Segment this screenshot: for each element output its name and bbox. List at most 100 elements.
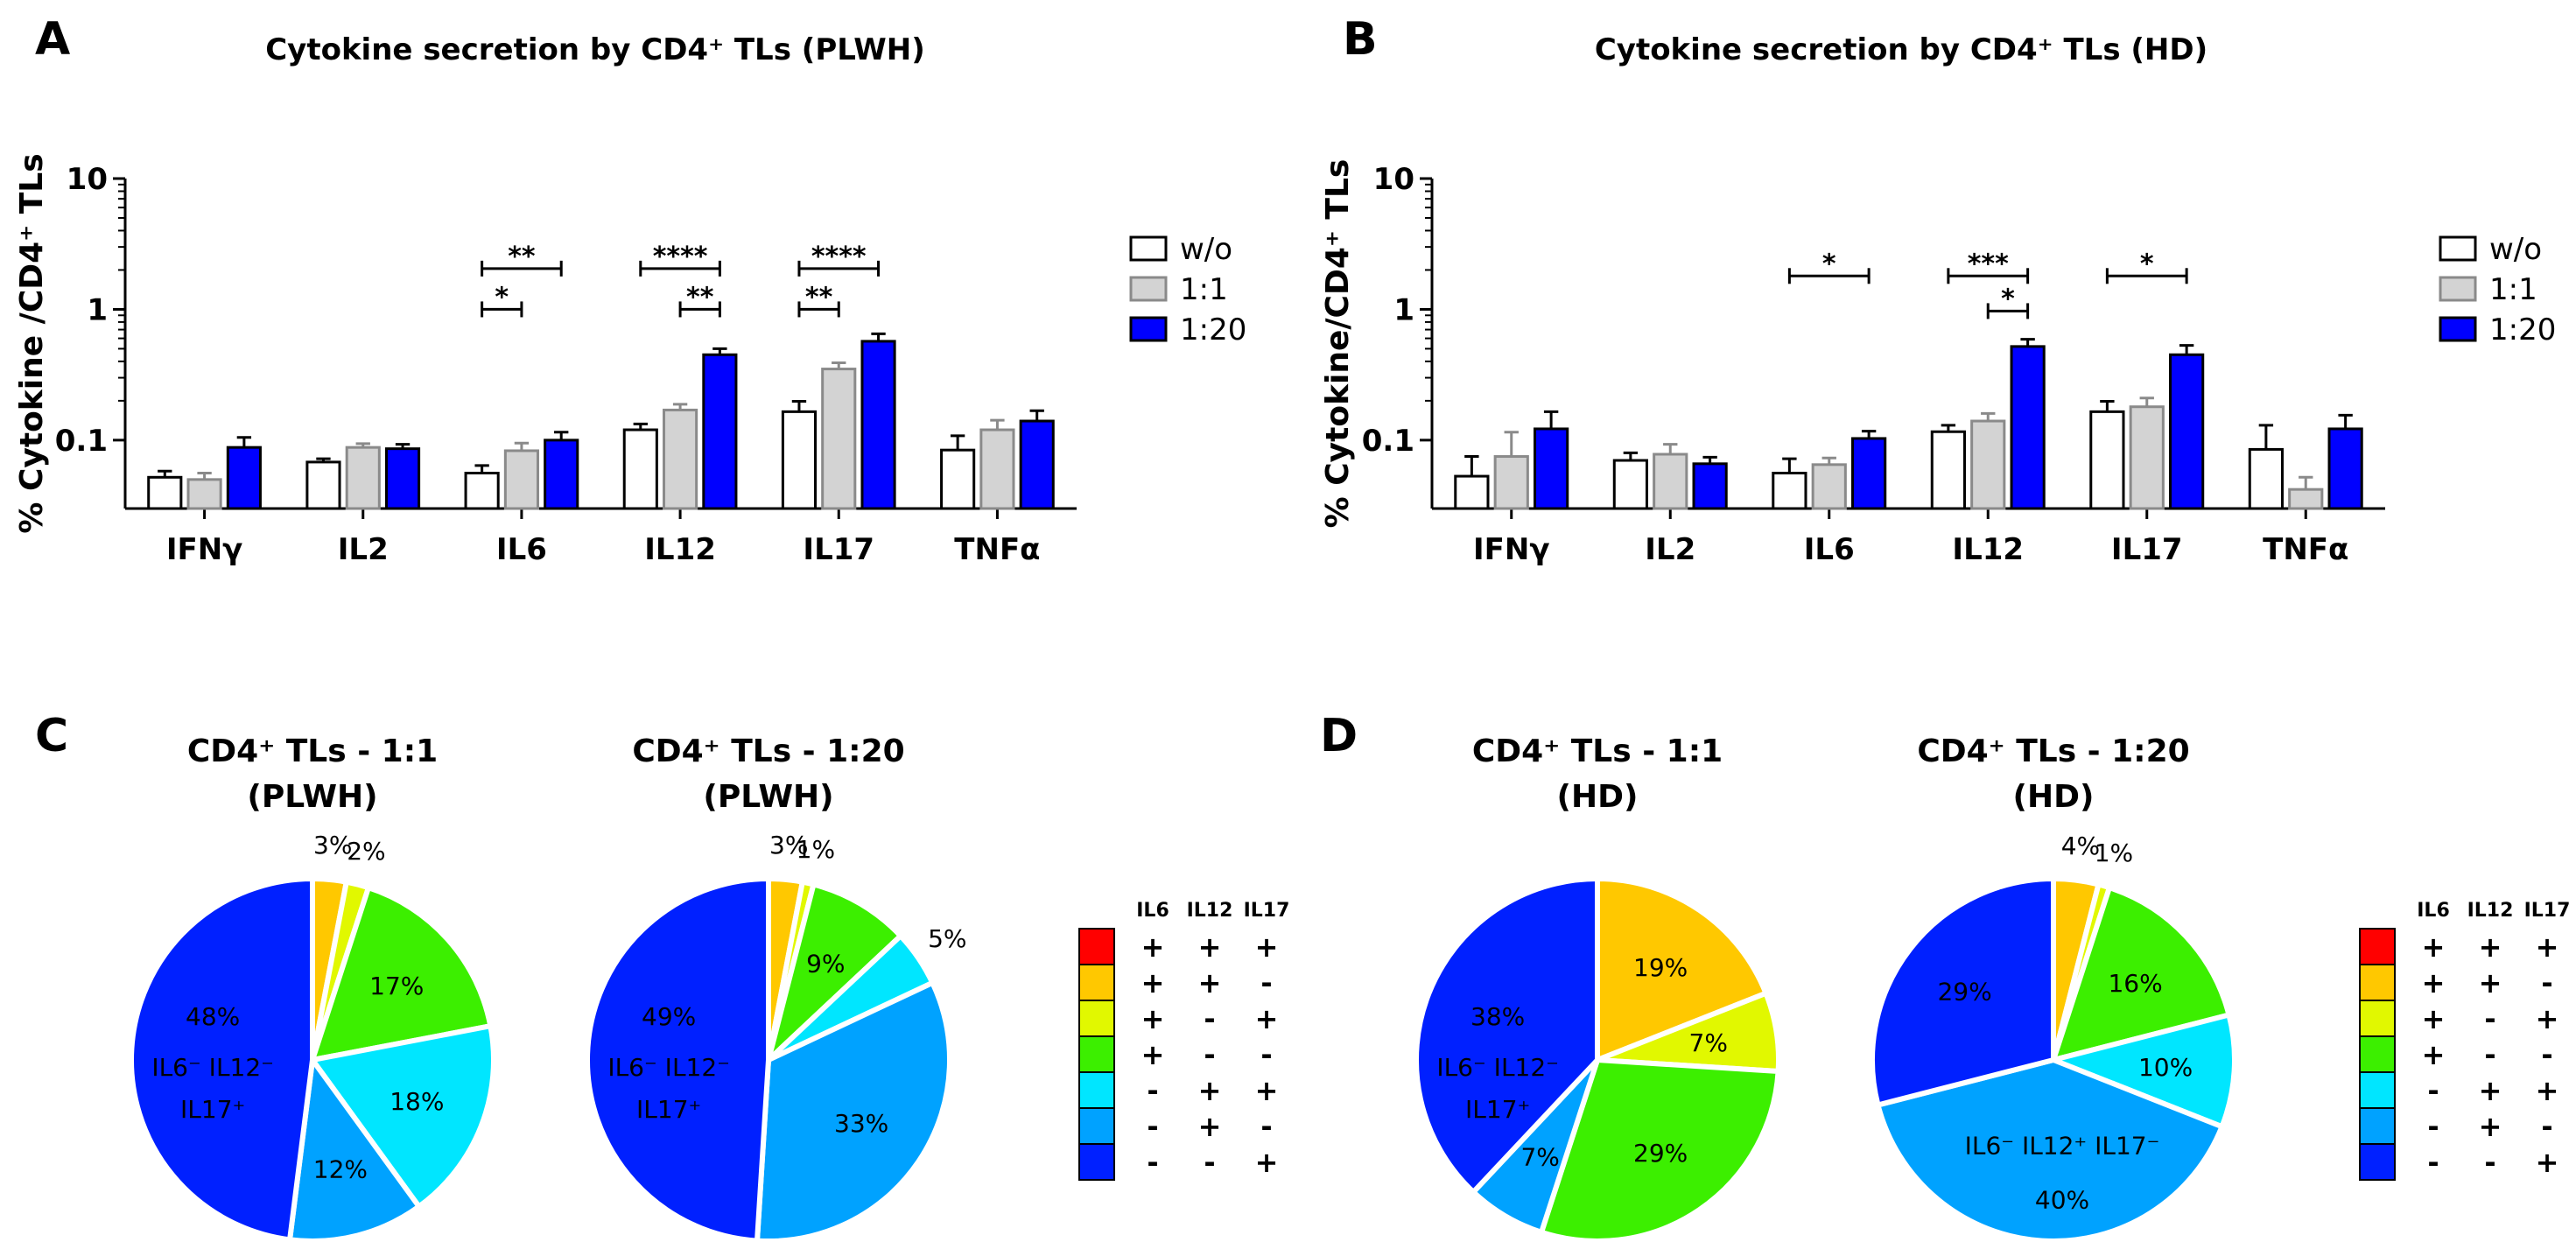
combo-sign: + <box>2422 930 2446 964</box>
combo-sign: - <box>2541 1110 2552 1143</box>
bar-chart-B: Cytokine secretion by CD4⁺ TLs (HD) % Cyt… <box>1320 32 2556 567</box>
y-tick-label: 1 <box>1393 292 1414 327</box>
pie-label: 9% <box>806 950 845 979</box>
pie-label: 7% <box>1520 1142 1559 1171</box>
x-tick-label: IL17 <box>2111 532 2183 567</box>
pie-slice <box>308 884 494 1063</box>
bar-w/o <box>1930 430 1966 510</box>
bar-1:20 <box>226 446 262 510</box>
combo-sign: - <box>1147 1146 1158 1179</box>
combo-sign: + <box>2479 966 2502 1000</box>
combo-swatch <box>2359 1143 2396 1181</box>
bar-w/o <box>1612 459 1648 510</box>
combo-header: IL12 <box>1187 900 1233 922</box>
x-tick-label: IL2 <box>338 532 389 567</box>
combo-sign: - <box>1147 1110 1158 1143</box>
combo-sign: + <box>1255 1146 1279 1179</box>
combo-legend-D: IL6 IL12 IL17+ + ++ + -+ - ++ - -- + +- + -- - + <box>2359 900 2571 1181</box>
combo-sign: - <box>1260 966 1272 1000</box>
combo-sign: + <box>1255 930 1279 964</box>
pie-title: CD4⁺ TLs - 1:1 <box>1472 733 1723 769</box>
bar-w/o <box>147 475 183 510</box>
panel-letter-A: A <box>35 13 70 66</box>
bar-w/o <box>781 410 818 510</box>
combo-sign: - <box>1204 1146 1215 1179</box>
pie-annotation: IL17⁺ <box>180 1095 245 1124</box>
pie-label: 33% <box>834 1109 888 1138</box>
combo-swatch <box>2359 1071 2396 1109</box>
combo-sign: - <box>1260 1110 1272 1143</box>
bar-w/o <box>940 448 976 510</box>
bar-1:1 <box>2129 405 2165 510</box>
pie-label: 17% <box>369 972 424 1000</box>
combo-sign: - <box>2541 1038 2552 1071</box>
sig-label: * <box>1822 249 1836 279</box>
pie-slice <box>1538 1056 1781 1244</box>
legend-swatch-1:1 <box>1129 276 1168 302</box>
x-tick-label: IL12 <box>1952 532 2024 567</box>
y-tick-label: 0.1 <box>55 424 108 459</box>
pie-label: 7% <box>1689 1028 1728 1057</box>
bar-1:20 <box>1692 462 1728 510</box>
combo-sign: + <box>1141 1002 1165 1035</box>
sig-label: **** <box>811 242 867 272</box>
bar-w/o <box>305 460 341 510</box>
pie-title: CD4⁺ TLs - 1:1 <box>187 733 438 769</box>
pie-annotation: IL6⁻ IL12⁻ <box>151 1053 274 1082</box>
x-tick-label: IL6 <box>1804 532 1855 567</box>
combo-sign: + <box>1198 1110 1222 1143</box>
bar-1:1 <box>345 446 381 510</box>
pie-title: (HD) <box>1557 779 1639 815</box>
bar-1:1 <box>1493 455 1529 510</box>
combo-sign: - <box>2541 966 2552 1000</box>
pie-label: 48% <box>186 1002 240 1031</box>
x-tick-label: IL6 <box>496 532 547 567</box>
combo-swatch <box>1078 964 1115 1001</box>
pie-slice <box>129 875 315 1243</box>
legend-label: w/o <box>2489 232 2542 267</box>
sig-label: ** <box>686 282 714 312</box>
combo-sign: + <box>1255 1074 1279 1107</box>
combo-swatch <box>1078 928 1115 965</box>
bar-1:20 <box>2010 345 2046 510</box>
y-tick-label: 0.1 <box>1362 424 1414 459</box>
x-tick-label: IL12 <box>644 532 716 567</box>
bar-1:1 <box>2288 488 2324 510</box>
legend-swatch-w/o <box>1129 235 1168 262</box>
panel-letter-D: D <box>1320 710 1358 762</box>
y-tick-label: 10 <box>1373 162 1414 197</box>
legend-label: 1:1 <box>2489 272 2537 307</box>
combo-swatch <box>2359 964 2396 1001</box>
pie-chart-C1: CD4⁺ TLs - 1:1 (PLWH) 3%2% 17% 18% 12% 48% IL6⁻… <box>129 733 496 1244</box>
combo-sign: - <box>2484 1002 2495 1035</box>
combo-sign: - <box>2427 1146 2439 1179</box>
pie-title: (HD) <box>2013 779 2095 815</box>
combo-sign: + <box>1198 930 1222 964</box>
panel-letter-C: C <box>35 710 68 762</box>
combo-sign: - <box>1260 1038 1272 1071</box>
pie-slice <box>1874 1056 2226 1244</box>
combo-sign: - <box>2484 1146 2495 1179</box>
chart-title: Cytokine secretion by CD4⁺ TLs (HD) <box>1595 32 2207 67</box>
pie-slice <box>763 881 905 1069</box>
legend-swatch-1:20 <box>2439 316 2477 342</box>
combo-sign: + <box>1141 966 1165 1000</box>
combo-sign: - <box>2427 1074 2439 1107</box>
combo-sign: + <box>2536 1146 2559 1179</box>
combo-swatch <box>2359 1107 2396 1145</box>
combo-header: IL17 <box>2524 900 2571 922</box>
bar-w/o <box>2089 410 2125 510</box>
legend-label: 1:20 <box>2489 312 2556 347</box>
pie-annotation: IL6⁻ IL12⁺ IL17⁻ <box>1965 1132 2160 1161</box>
pie-title: CD4⁺ TLs - 1:20 <box>1917 733 2189 769</box>
bar-1:1 <box>821 368 857 510</box>
pie-slice <box>2049 884 2233 1064</box>
pie-slice <box>2045 1011 2237 1131</box>
legend-label: 1:1 <box>1180 272 1228 307</box>
y-tick-label: 1 <box>87 292 108 327</box>
combo-sign: + <box>2422 966 2446 1000</box>
bar-w/o <box>1772 471 1807 510</box>
bar-1:20 <box>544 439 579 510</box>
x-tick-label: TNFα <box>2263 532 2348 567</box>
pie-slice <box>1414 875 1600 1196</box>
